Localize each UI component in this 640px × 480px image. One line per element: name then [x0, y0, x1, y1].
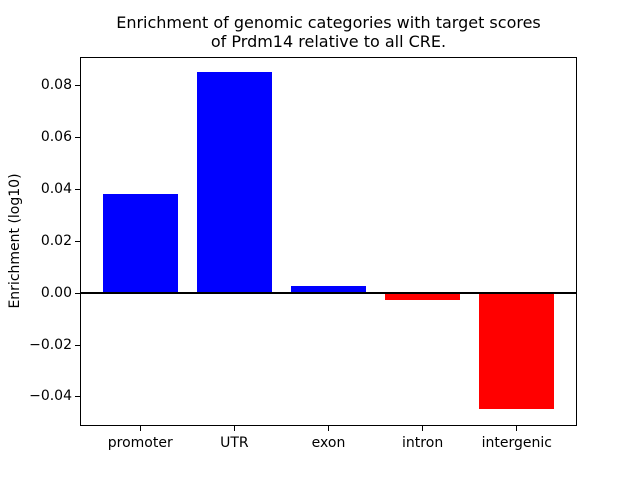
x-tick-label-intergenic: intergenic — [481, 435, 552, 451]
bar-intergenic — [479, 292, 555, 410]
bar-promoter — [102, 194, 178, 293]
chart-title: Enrichment of genomic categories with ta… — [116, 13, 541, 51]
x-tick — [516, 426, 518, 431]
x-tick — [328, 426, 329, 431]
y-tick-label: 0.00 — [40, 284, 72, 301]
y-tick — [75, 344, 80, 346]
y-tick-label: 0.08 — [40, 77, 72, 94]
y-tick-label: 0.04 — [40, 180, 72, 197]
y-tick — [75, 85, 80, 87]
bar-intron — [384, 292, 461, 301]
x-tick-label-exon: exon — [311, 435, 346, 451]
bar-exon — [290, 286, 367, 293]
y-tick-label: −0.02 — [29, 336, 72, 353]
x-tick — [139, 426, 141, 431]
y-tick — [75, 188, 80, 190]
y-tick-label: 0.06 — [40, 128, 72, 145]
y-tick — [75, 292, 80, 294]
zero-line — [80, 291, 577, 294]
y-tick — [75, 396, 80, 398]
x-tick — [422, 426, 424, 431]
y-tick-label: −0.04 — [29, 388, 72, 405]
x-tick-label-intron: intron — [402, 435, 444, 451]
y-tick — [75, 240, 80, 242]
x-tick-label-promoter: promoter — [107, 435, 173, 451]
bar-UTR — [196, 72, 273, 293]
y-tick — [75, 136, 80, 138]
x-tick — [233, 426, 235, 431]
x-tick-label-UTR: UTR — [220, 435, 249, 451]
y-tick-label: 0.02 — [40, 232, 72, 249]
